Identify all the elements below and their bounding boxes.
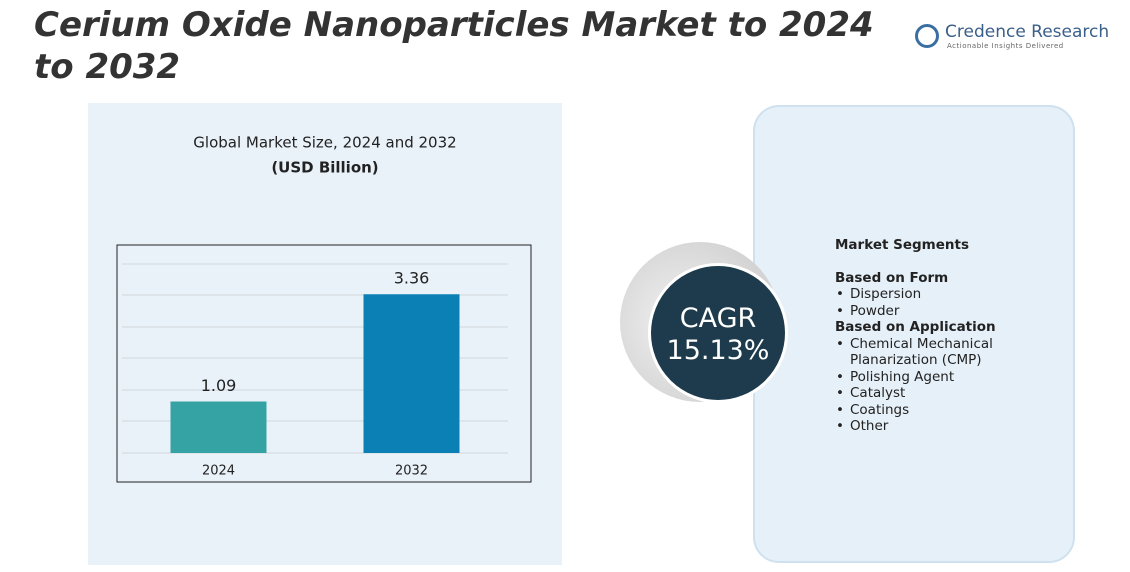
value-label: 1.09 — [201, 376, 237, 395]
x-tick-label: 2024 — [202, 464, 235, 479]
x-tick-label: 2032 — [395, 464, 428, 479]
logo-tagline: Actionable Insights Delivered — [947, 42, 1064, 50]
plot-frame — [116, 244, 532, 483]
bar — [363, 294, 460, 453]
page-title: Cerium Oxide Nanoparticles Market to 202… — [34, 5, 874, 87]
chart-subtitle: (USD Billion) — [271, 159, 378, 177]
segment-item: Powder — [836, 303, 1035, 320]
segment-item: Chemical Mechanical Planarization (CMP) — [836, 336, 1035, 369]
logo-icon — [915, 24, 939, 48]
segments-panel — [753, 105, 1075, 563]
segment-group-title: Based on Application — [835, 319, 996, 335]
segments: Market Segments Based on FormDispersionP… — [835, 237, 1035, 435]
segment-group-title: Based on Form — [835, 269, 949, 286]
segment-list: DispersionPowder — [835, 286, 1035, 319]
segment-item: Other — [836, 418, 1035, 435]
bar — [170, 401, 267, 453]
logo-name: Credence Research — [945, 22, 1110, 42]
logo: Credence Research Actionable Insights De… — [915, 22, 1109, 50]
cagr-value: 15.13% — [666, 335, 770, 366]
value-label: 3.36 — [394, 269, 430, 288]
cagr-label: CAGR — [679, 303, 757, 334]
segment-item: Polishing Agent — [836, 369, 1035, 386]
cagr-badge: CAGR 15.13% — [648, 263, 788, 403]
chart-title: Global Market Size, 2024 and 2032 — [193, 134, 456, 152]
segment-item: Coatings — [836, 402, 1035, 419]
segment-list: Chemical Mechanical Planarization (CMP)P… — [835, 336, 1035, 435]
chart-panel — [88, 103, 562, 565]
segments-heading: Market Segments — [835, 237, 969, 253]
segment-item: Dispersion — [836, 286, 1035, 303]
segment-item: Catalyst — [836, 385, 1035, 402]
